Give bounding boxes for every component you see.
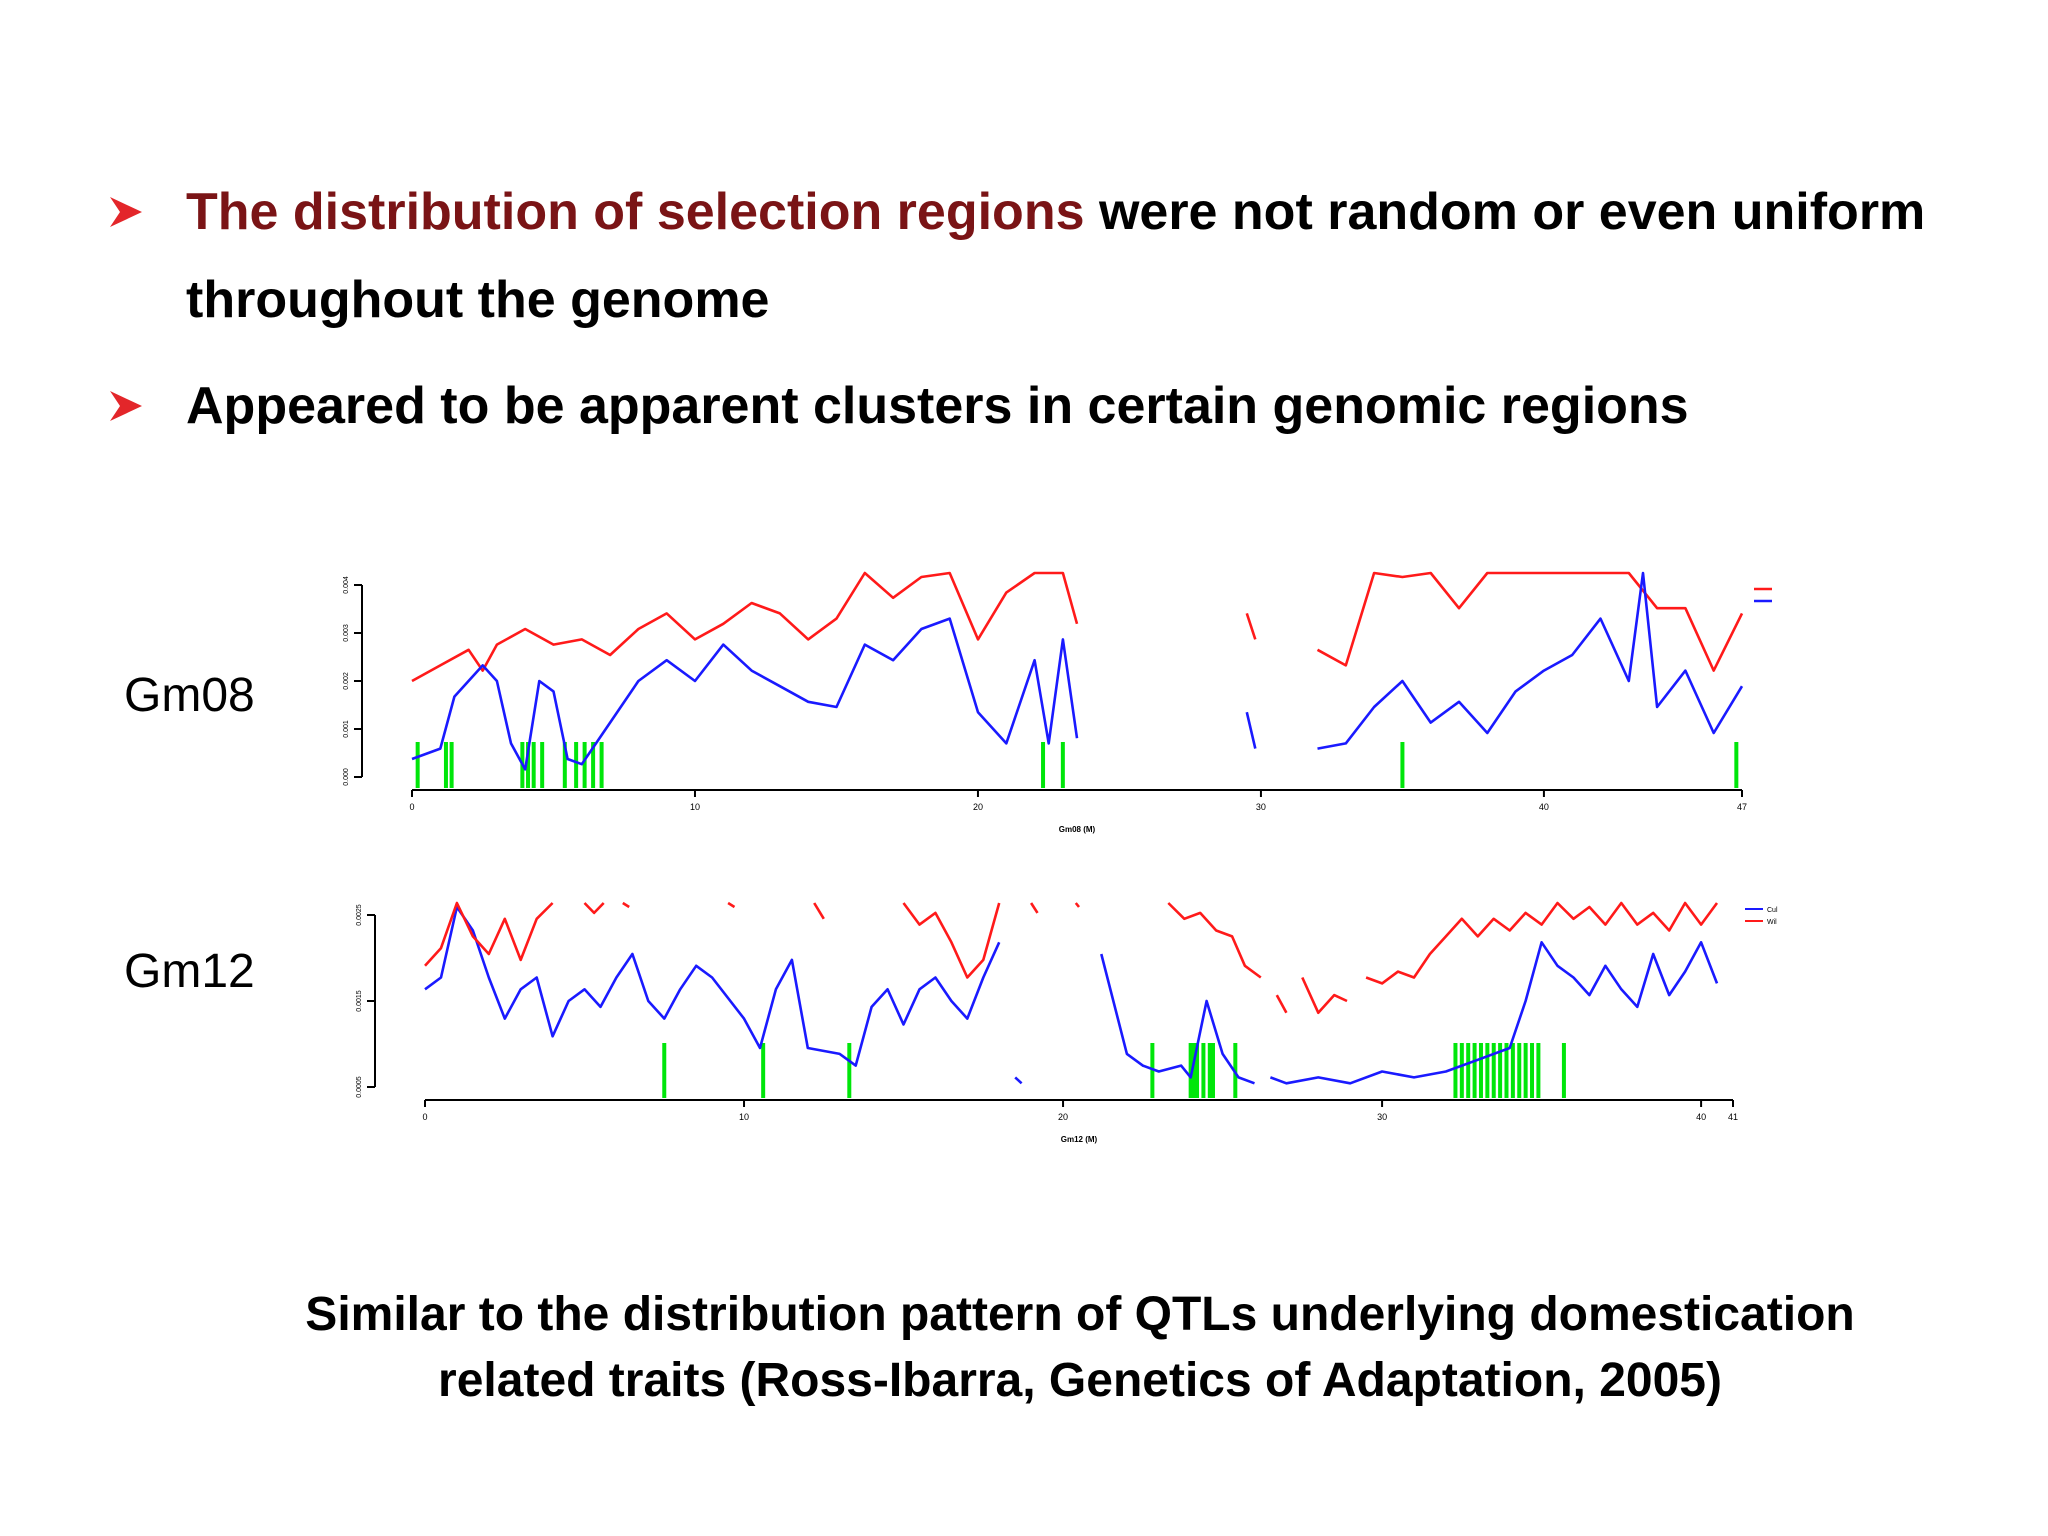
selection-bar <box>1536 1043 1541 1098</box>
y-tick-label: 0.0025 <box>356 904 363 926</box>
selection-bar <box>562 742 567 788</box>
selection-bar <box>1485 1043 1490 1098</box>
selection-bar <box>1466 1043 1471 1098</box>
selection-bar <box>1207 1043 1212 1098</box>
selection-bar <box>1191 1043 1196 1098</box>
selection-bar <box>1498 1043 1503 1098</box>
series-line-wil <box>1275 994 1288 1014</box>
selection-bar <box>443 742 448 788</box>
x-tick-label: 10 <box>739 1112 749 1122</box>
series-line-cul <box>424 905 1001 1067</box>
arrow-bullet-icon <box>108 362 186 450</box>
selection-bar <box>449 742 454 788</box>
selection-bar <box>1041 742 1046 788</box>
series-line-cul <box>1269 941 1719 1085</box>
selection-bar <box>1201 1043 1206 1098</box>
x-tick-label: 47 <box>1737 802 1747 812</box>
x-tick-label: 0 <box>422 1112 427 1122</box>
x-tick-label: 41 <box>1728 1112 1738 1122</box>
selection-bar <box>1517 1043 1522 1098</box>
series-line-wil <box>1301 976 1348 1015</box>
selection-bar <box>574 742 579 788</box>
series-line-wil <box>1365 901 1719 985</box>
y-tick-label: 0.001 <box>343 720 350 738</box>
series-line-second <box>411 617 1079 771</box>
selection-bar <box>1491 1043 1496 1098</box>
x-axis-label: Gm12 (M) <box>1061 1135 1098 1144</box>
selection-bar <box>761 1043 766 1098</box>
legend-label: Wil <box>1767 919 1777 926</box>
selection-bar <box>1504 1043 1509 1098</box>
selection-bar <box>1195 1043 1200 1098</box>
legend-label: Cul <box>1767 907 1778 914</box>
selection-bar <box>415 742 420 788</box>
selection-bar <box>1472 1043 1477 1098</box>
series-line-second <box>1245 711 1257 749</box>
selection-bar <box>662 1043 667 1098</box>
selection-bar <box>847 1043 852 1098</box>
y-tick-label: 0.004 <box>343 576 350 594</box>
x-tick-label: 0 <box>409 802 414 812</box>
y-tick-label: 0.002 <box>343 672 350 690</box>
bullet-distribution: The distribution of selection regions we… <box>108 168 1958 344</box>
footer-line-2: related traits (Ross-Ibarra, Genetics of… <box>438 1354 1722 1407</box>
y-tick-label: 0.0005 <box>356 1076 363 1098</box>
series-line-wil <box>813 902 825 920</box>
bullet-highlight: The distribution of selection regions <box>186 183 1085 241</box>
x-tick-label: 40 <box>1539 802 1549 812</box>
chart-gm08: 0 10 20 30 40 47 Gm08 (M) 0.000 0.001 0.002 0.003 0… <box>343 571 1772 834</box>
selection-bar <box>1478 1043 1483 1098</box>
x-tick-label: 20 <box>1058 1112 1068 1122</box>
series-line-wil <box>727 901 736 909</box>
bullet-clusters: Appeared to be apparent clusters in cert… <box>108 362 1958 450</box>
selection-bar <box>1561 1043 1566 1098</box>
series-line-wil <box>1030 902 1039 914</box>
arrow-bullet-icon <box>108 168 186 344</box>
selection-bar <box>1188 1043 1193 1098</box>
selection-bar <box>531 742 536 788</box>
x-axis-label: Gm08 (M) <box>1059 825 1096 834</box>
selection-bar <box>1459 1043 1464 1098</box>
series-line-cul <box>1100 953 1255 1085</box>
selection-bar <box>1400 742 1405 788</box>
selection-bar <box>540 742 545 788</box>
series-line-wil <box>1074 902 1081 908</box>
selection-bar <box>1060 742 1065 788</box>
selection-bar <box>591 742 596 788</box>
series-line-wil <box>622 901 630 909</box>
x-tick-label: 20 <box>973 802 983 812</box>
series-line-second <box>1317 571 1744 750</box>
y-tick-label: 0.0015 <box>356 990 363 1012</box>
selection-bar <box>526 742 531 788</box>
selection-bar <box>1523 1043 1528 1098</box>
bullet-text: were not random or even uniform througho… <box>186 183 1926 329</box>
footer-note: Similar to the distribution pattern of Q… <box>180 1282 1980 1414</box>
series-line-wil <box>583 902 605 915</box>
chart-label-gm08: Gm08 <box>124 669 255 722</box>
x-tick-label: 30 <box>1377 1112 1387 1122</box>
chart-gm12: 0 10 20 30 40 41 Gm12 (M) 0.0005 0.0015 0.0025 Cul… <box>356 901 1778 1144</box>
x-tick-label: 40 <box>1696 1112 1706 1122</box>
series-line-wil <box>902 902 1001 979</box>
series-line-wil <box>1167 902 1262 979</box>
x-tick-label: 30 <box>1256 802 1266 812</box>
x-tick-label: 10 <box>690 802 700 812</box>
selection-bar <box>599 742 604 788</box>
selection-bar <box>1210 1043 1215 1098</box>
selection-bar <box>1453 1043 1458 1098</box>
selection-bar <box>582 742 587 788</box>
series-line-first <box>1316 571 1744 672</box>
bullet-text: Appeared to be apparent clusters in cert… <box>186 377 1689 435</box>
y-tick-label: 0.003 <box>343 624 350 642</box>
selection-bar <box>1530 1043 1535 1098</box>
series-line-first <box>1245 612 1257 640</box>
footer-line-1: Similar to the distribution pattern of Q… <box>305 1288 1855 1341</box>
selection-bar <box>1734 742 1739 788</box>
y-tick-label: 0.000 <box>343 768 350 786</box>
series-line-cul <box>1014 1076 1023 1085</box>
series-line-wil <box>424 901 554 967</box>
selection-bar <box>1510 1043 1515 1098</box>
series-line-first <box>411 571 1079 683</box>
chart-label-gm12: Gm12 <box>124 945 255 998</box>
